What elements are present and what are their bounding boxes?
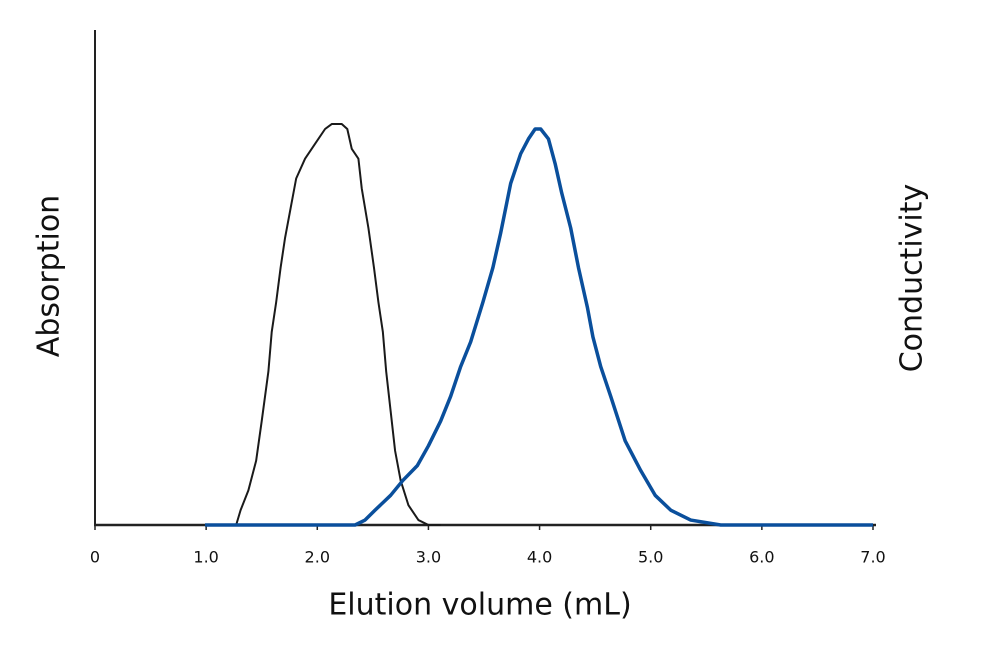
- x-tick-label: 7.0: [860, 548, 885, 567]
- x-tick-label: 4.0: [527, 548, 552, 567]
- x-tick-label: 6.0: [749, 548, 774, 567]
- series-line: [205, 127, 873, 527]
- x-tick-label: 5.0: [638, 548, 663, 567]
- y2-axis-title: Conductivity: [895, 184, 930, 373]
- x-axis-title: Elution volume (mL): [328, 588, 631, 623]
- x-tick-label: 0: [90, 548, 100, 567]
- x-tick-label: 2.0: [305, 548, 330, 567]
- x-tick-label: 1.0: [193, 548, 218, 567]
- y-axis-title: Absorption: [32, 195, 67, 357]
- x-tick-label: 3.0: [416, 548, 441, 567]
- series-line: [235, 123, 441, 526]
